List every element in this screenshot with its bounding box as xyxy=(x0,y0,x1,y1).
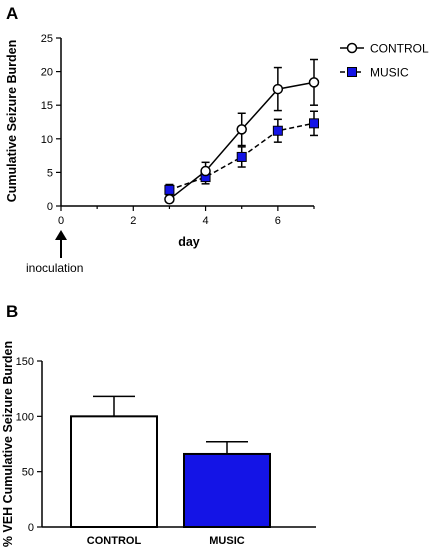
data-point-music xyxy=(309,118,319,129)
bar-category-label: MUSIC xyxy=(209,535,245,547)
line-axes xyxy=(60,38,314,207)
bar-y-tick-label: 150 xyxy=(16,356,34,368)
legend-label-music: MUSIC xyxy=(370,66,409,80)
line-y-tick-label: 0 xyxy=(47,201,53,213)
legend-label-control: CONTROL xyxy=(370,42,429,56)
data-point-control xyxy=(272,83,284,95)
line-x-tick-label: 6 xyxy=(275,215,281,227)
panel-b-label: B xyxy=(6,302,18,321)
data-point-control xyxy=(236,124,247,135)
line-x-axis-label: day xyxy=(178,235,200,249)
bar-y-tick-label: 0 xyxy=(28,522,34,534)
line-x-tick-label: 4 xyxy=(203,215,209,227)
inoculation-label: inoculation xyxy=(26,261,83,275)
bar-music xyxy=(183,452,271,528)
line-x-tick-label: 0 xyxy=(58,215,64,227)
bar-y-tick-label: 50 xyxy=(22,467,34,479)
line-y-tick-label: 20 xyxy=(41,67,53,79)
line-ticks: 0 5 10 15 20 25 0 2 4 6 xyxy=(41,33,315,227)
data-point-music xyxy=(236,151,247,162)
bar-y-axis-label: % VEH Cumulative Seizure Burden xyxy=(1,341,15,547)
line-chart: Cumulative Seizure Burden day 0510152025… xyxy=(5,33,429,275)
data-point-control xyxy=(200,165,211,177)
legend-marker-control xyxy=(346,42,358,54)
line-y-axis-label: Cumulative Seizure Burden xyxy=(5,40,19,203)
line-series-group xyxy=(164,58,320,205)
bar-y-tick-label: 100 xyxy=(16,411,34,423)
bar-ticks: 0 50 100 150 xyxy=(16,356,42,534)
data-point-music xyxy=(164,184,175,195)
line-legend: CONTROL MUSIC xyxy=(340,42,429,80)
line-y-tick-label: 25 xyxy=(41,33,53,45)
line-y-tick-label: 10 xyxy=(41,134,53,146)
bar-control xyxy=(70,415,158,529)
panel-a-label: A xyxy=(6,4,18,23)
bar-marks: CONTROL MUSIC xyxy=(70,395,271,547)
data-point-music xyxy=(272,125,283,136)
line-y-tick-label: 5 xyxy=(47,167,53,179)
data-point-control xyxy=(164,194,175,205)
data-point-control xyxy=(308,77,320,88)
bar-category-label: CONTROL xyxy=(87,535,142,547)
legend-marker-music xyxy=(347,67,357,77)
line-y-tick-label: 15 xyxy=(41,100,53,112)
bar-chart: % VEH Cumulative Seizure Burden 0 50 100 15… xyxy=(1,341,316,547)
line-x-tick-label: 2 xyxy=(130,215,136,227)
inoculation-arrow-icon xyxy=(55,230,67,258)
